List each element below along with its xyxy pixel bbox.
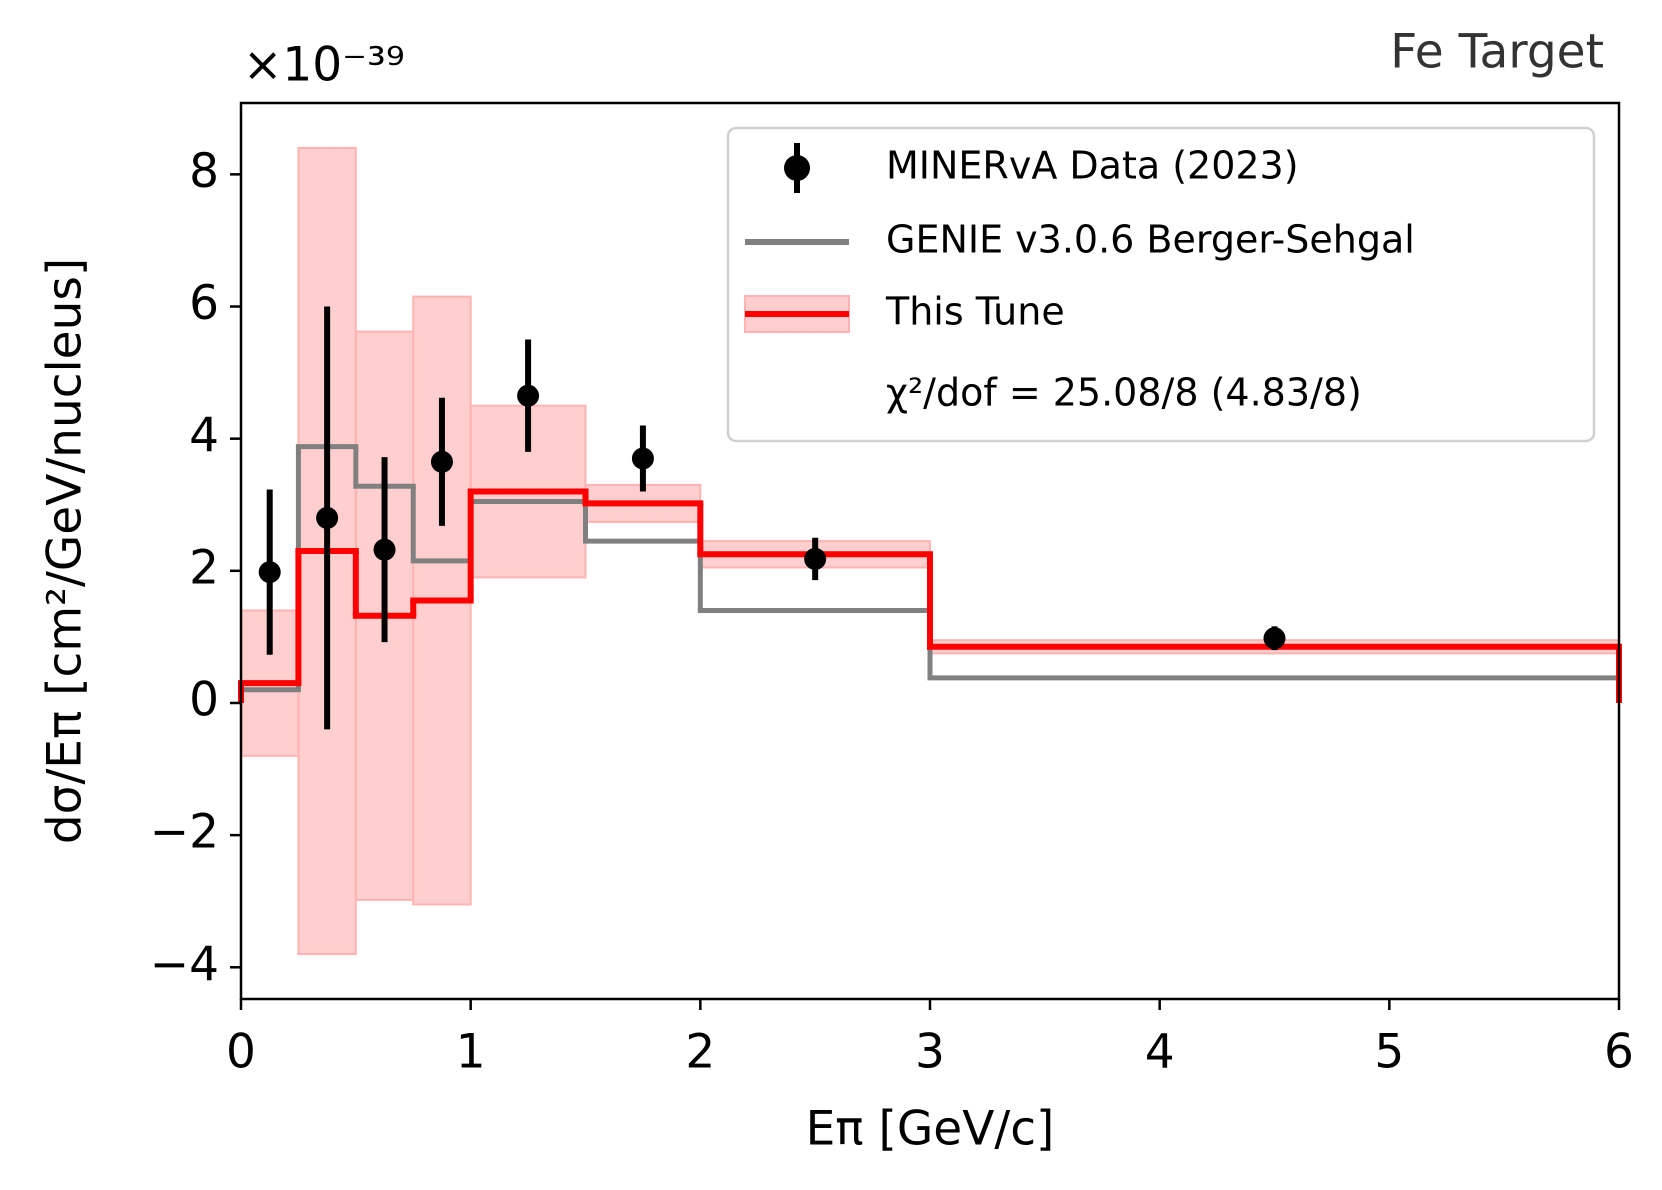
legend-marker xyxy=(784,155,810,181)
y-tick-label: −4 xyxy=(150,937,219,992)
data-point xyxy=(1263,627,1286,650)
data-point xyxy=(631,447,654,470)
data-point xyxy=(430,450,453,473)
x-tick-label: 6 xyxy=(1604,1025,1634,1080)
y-tick-label: 6 xyxy=(189,276,219,331)
legend-label: GENIE v3.0.6 Berger-Sehgal xyxy=(886,218,1415,262)
y-tick-label: −2 xyxy=(150,805,219,860)
annotation: χ²/dof = 25.08/8 (4.83/8) xyxy=(886,371,1362,415)
axis-offset: ×10⁻³⁹ xyxy=(243,38,405,93)
x-tick-label: 0 xyxy=(226,1025,256,1080)
x-tick-label: 4 xyxy=(1145,1025,1175,1080)
legend-label: MINERvA Data (2023) xyxy=(886,144,1299,188)
x-tick-label: 3 xyxy=(915,1025,945,1080)
x-tick-label: 1 xyxy=(456,1025,486,1080)
data-point xyxy=(517,384,540,407)
y-axis-label: dσ/Eπ [cm²/GeV/nucleus] xyxy=(38,258,93,844)
legend-label: This Tune xyxy=(885,290,1065,334)
chart-title: Fe Target xyxy=(1390,25,1604,80)
x-tick-label: 5 xyxy=(1374,1025,1404,1080)
y-tick-label: 4 xyxy=(189,408,219,463)
y-tick-label: 2 xyxy=(189,540,219,595)
data-point xyxy=(258,561,281,584)
data-point xyxy=(316,506,339,529)
y-tick-label: 0 xyxy=(189,672,219,727)
x-tick-label: 2 xyxy=(685,1025,715,1080)
data-point xyxy=(804,547,827,570)
legend-box xyxy=(726,126,1596,443)
x-axis-label: Eπ [GeV/c] xyxy=(806,1102,1055,1157)
data-point xyxy=(373,538,396,561)
y-tick-label: 8 xyxy=(189,144,219,199)
